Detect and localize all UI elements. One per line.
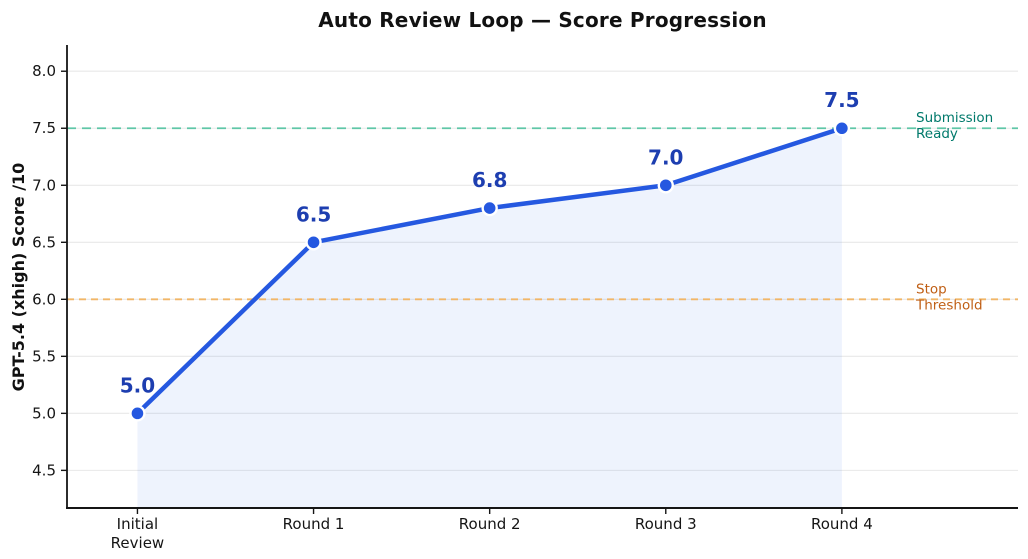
chart-title: Auto Review Loop — Score Progression — [318, 8, 767, 32]
data-points — [129, 120, 851, 422]
y-tick-label: 7.0 — [32, 176, 56, 194]
data-point-4 — [833, 120, 851, 137]
point-label-4: 7.5 — [824, 88, 859, 112]
x-tick-label-0: Initial Review — [111, 515, 165, 552]
y-tick-label: 8.0 — [32, 62, 56, 80]
y-tick-label: 5.0 — [32, 404, 56, 422]
point-labels: 5.0 6.5 6.8 7.0 7.5 — [120, 88, 860, 397]
area-fill — [137, 128, 842, 508]
axes: 4.5 5.0 5.5 6.0 6.5 7.0 7.5 8.0 Initial Review Rou… — [32, 45, 1018, 552]
reference-line-label: Submission Ready — [916, 110, 993, 142]
reference-line-1: Stop Threshold — [67, 281, 1018, 313]
point-label-3: 7.0 — [648, 145, 683, 169]
y-tick-label: 7.5 — [32, 119, 56, 137]
data-point-2 — [481, 199, 498, 217]
x-tick-label-3: Round 3 — [635, 515, 697, 533]
point-label-0: 5.0 — [120, 373, 155, 397]
x-tick-label-4: Round 4 — [811, 515, 873, 533]
point-label-2: 6.8 — [472, 168, 507, 192]
y-tick-label: 4.5 — [32, 461, 56, 479]
x-tick-label-2: Round 2 — [459, 515, 521, 533]
y-tick-label: 6.0 — [32, 290, 56, 308]
point-label-1: 6.5 — [296, 202, 331, 226]
data-point-0 — [129, 405, 146, 422]
x-tick-label-1: Round 1 — [283, 515, 345, 533]
data-point-1 — [305, 234, 322, 251]
y-tick-label: 5.5 — [32, 347, 56, 365]
data-point-3 — [657, 177, 674, 194]
y-tick-label: 6.5 — [32, 233, 56, 251]
reference-line-0: Submission Ready — [67, 110, 1018, 142]
reference-line-label: Stop Threshold — [915, 281, 983, 313]
